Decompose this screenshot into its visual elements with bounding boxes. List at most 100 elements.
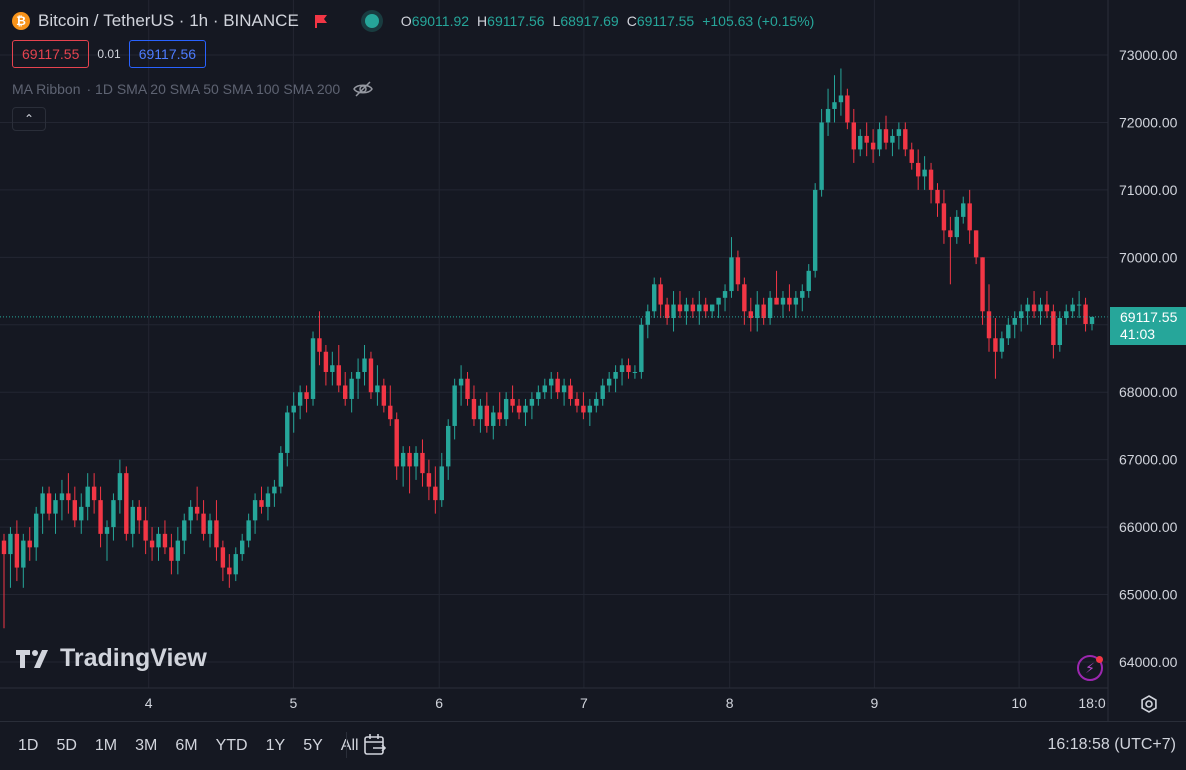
candle xyxy=(684,297,689,325)
settings-icon[interactable] xyxy=(1139,694,1159,714)
utc-clock[interactable]: 16:18:58 (UTC+7) xyxy=(1047,736,1176,753)
collapse-legend-button[interactable]: ⌃ xyxy=(12,107,46,131)
buy-button[interactable]: 69117.56 xyxy=(128,40,207,68)
symbol-name[interactable]: Bitcoin xyxy=(38,11,90,30)
candle xyxy=(117,459,123,514)
candle-body xyxy=(336,365,341,386)
candle xyxy=(529,392,535,420)
candle-body xyxy=(66,493,71,501)
candle-body xyxy=(581,405,586,413)
candle-body xyxy=(928,169,934,190)
indicator-legend[interactable]: MA Ribbon · 1D SMA 20 SMA 50 SMA 100 SMA… xyxy=(12,80,374,98)
candle-body xyxy=(362,358,367,372)
candle xyxy=(143,506,148,555)
candle xyxy=(858,129,863,157)
candle-body xyxy=(555,378,560,393)
candle-body xyxy=(922,169,927,177)
candle xyxy=(639,318,644,379)
candlestick-chart[interactable]: 73000.0072000.0071000.0070000.0069000.00… xyxy=(0,0,1186,721)
candle xyxy=(864,122,869,157)
candle xyxy=(458,365,464,406)
candle-body xyxy=(162,533,168,548)
candle xyxy=(46,486,52,521)
candle xyxy=(362,345,367,386)
timeframe-1y[interactable]: 1Y xyxy=(265,737,286,754)
candle-body xyxy=(523,405,528,413)
time-tick-label: 5 xyxy=(290,695,298,711)
candle xyxy=(72,486,78,528)
candle xyxy=(452,378,457,440)
candle xyxy=(980,257,985,325)
candle-body xyxy=(658,284,663,305)
candle xyxy=(1012,311,1017,339)
candle-body xyxy=(394,419,399,467)
candle-body xyxy=(838,95,844,103)
candle xyxy=(1025,297,1030,325)
candle xyxy=(658,277,663,319)
candle-body xyxy=(91,486,97,501)
watermark-text: TradingView xyxy=(60,644,207,672)
candle xyxy=(188,500,193,534)
candle xyxy=(536,385,541,406)
price-tick-label: 73000.00 xyxy=(1119,47,1178,63)
timeframe-1d[interactable]: 1D xyxy=(18,737,39,754)
exchange-label[interactable]: BINANCE xyxy=(223,11,299,30)
candle xyxy=(79,493,84,534)
candle-body xyxy=(1070,304,1075,312)
candle-body xyxy=(1012,318,1017,325)
candle-body xyxy=(639,324,644,372)
timeframe-1m[interactable]: 1M xyxy=(94,737,118,754)
indicator-name[interactable]: MA Ribbon xyxy=(12,81,81,97)
candle xyxy=(149,527,155,561)
candle xyxy=(471,385,477,426)
timeframe-ytd[interactable]: YTD xyxy=(215,737,248,754)
candle-body xyxy=(182,520,187,541)
candle xyxy=(993,318,998,379)
candle-body xyxy=(375,385,380,393)
candle xyxy=(317,311,322,366)
candle-body xyxy=(323,351,329,372)
ohlc-readout: O69011.92 H69117.56 L68917.69 C69117.55 … xyxy=(401,13,815,29)
price-tick-label: 72000.00 xyxy=(1119,114,1178,130)
candle xyxy=(91,473,97,514)
timeframe-6m[interactable]: 6M xyxy=(175,737,198,754)
candle xyxy=(568,378,573,406)
last-price-tag: 69117.55 41:03 xyxy=(1110,307,1186,345)
candle xyxy=(774,270,779,305)
toolbar-divider xyxy=(346,732,347,758)
candle xyxy=(304,385,309,413)
bolt-icon[interactable]: ⚡ xyxy=(1077,655,1103,681)
candle xyxy=(1070,297,1075,319)
candle-body xyxy=(516,405,522,413)
quote-name[interactable]: TetherUS xyxy=(103,11,175,30)
eye-hidden-icon[interactable] xyxy=(352,80,374,98)
candle xyxy=(491,405,496,440)
calendar-goto-icon[interactable] xyxy=(362,732,388,758)
candle xyxy=(368,351,374,399)
candle-body xyxy=(986,311,992,339)
time-tick-label: 8 xyxy=(726,695,734,711)
candle-body xyxy=(1018,311,1024,319)
candle xyxy=(1057,311,1063,352)
flag-icon[interactable] xyxy=(313,13,329,29)
timeframe-all[interactable]: All xyxy=(340,737,359,754)
candle xyxy=(439,452,444,507)
candle-body xyxy=(497,412,502,420)
candle xyxy=(722,284,728,312)
timeframe-5y[interactable]: 5Y xyxy=(303,737,323,754)
candle xyxy=(767,291,773,325)
timeframe-5d[interactable]: 5D xyxy=(56,737,77,754)
candle-body xyxy=(368,358,374,393)
candle xyxy=(85,473,90,521)
interval-label[interactable]: 1h xyxy=(189,11,209,30)
price-tick-label: 66000.00 xyxy=(1119,519,1178,535)
candle xyxy=(349,371,354,413)
candle xyxy=(297,385,303,420)
candle xyxy=(240,533,245,561)
candle-body xyxy=(400,452,406,467)
timeframe-3m[interactable]: 3M xyxy=(135,737,158,754)
candle xyxy=(973,230,979,265)
sell-button[interactable]: 69117.55 xyxy=(12,40,90,68)
candle-body xyxy=(787,297,792,305)
candle xyxy=(780,291,786,319)
